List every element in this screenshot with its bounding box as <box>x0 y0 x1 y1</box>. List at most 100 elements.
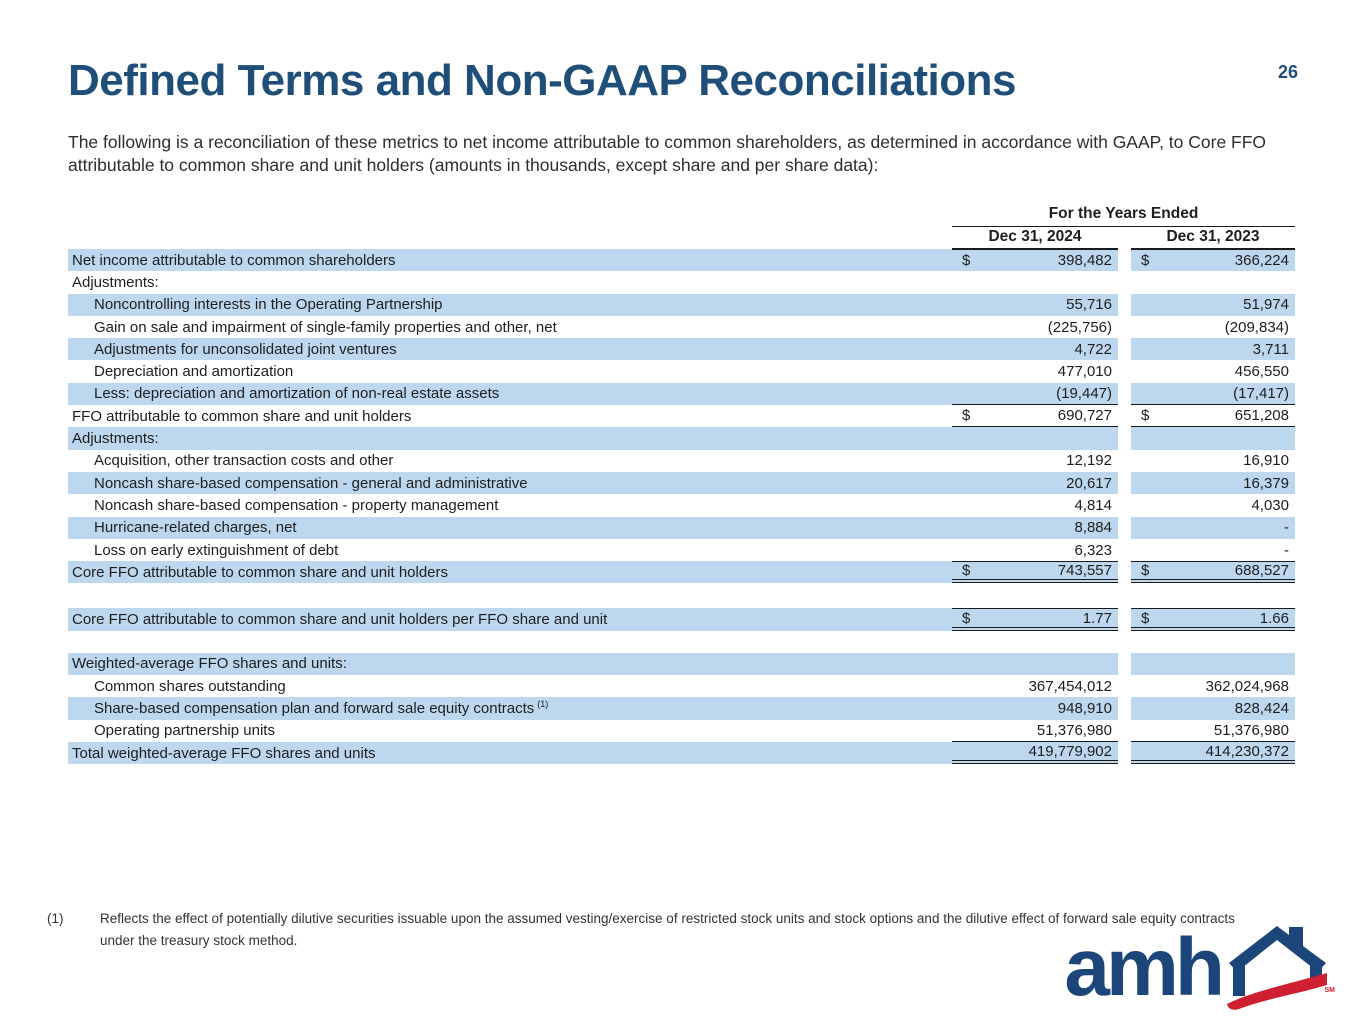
page-number: 26 <box>1278 62 1299 82</box>
column-gap <box>1118 653 1131 675</box>
value-cell-2023: (209,834) <box>1131 316 1295 338</box>
currency-symbol: $ <box>962 609 971 627</box>
value-2024: 51,376,980 <box>1036 721 1112 739</box>
value-2024: 6,323 <box>1074 541 1112 559</box>
value-cell-2024: 55,716 <box>952 293 1118 316</box>
row-label-cell: Adjustments: <box>68 271 952 293</box>
value-cell-2024: 6,323 <box>952 539 1118 561</box>
value-2024: 4,722 <box>1074 340 1112 358</box>
value-cell-2024: 4,722 <box>952 338 1118 361</box>
value-2023: - <box>1284 541 1289 559</box>
value-2023: 16,379 <box>1243 474 1289 492</box>
row-label: Less: depreciation and amortization of n… <box>94 385 500 403</box>
table-row: Hurricane-related charges, net 8,884 - <box>68 516 1295 539</box>
table-row: Noncash share-based compensation - gener… <box>68 471 1295 495</box>
row-label-cell: Core FFO attributable to common share an… <box>68 561 952 584</box>
value-cell-2024 <box>952 271 1118 293</box>
row-label-cell: Adjustments for unconsolidated joint ven… <box>68 338 952 361</box>
intro-paragraph: The following is a reconciliation of the… <box>68 132 1267 176</box>
value-2024: 55,716 <box>1066 296 1112 314</box>
value-cell-2023: $1.66 <box>1131 608 1295 631</box>
value-2023: 16,910 <box>1243 452 1289 470</box>
footnote-marker: (1) <box>47 911 64 926</box>
value-2023: 51,376,980 <box>1213 721 1289 739</box>
row-label: Noncontrolling interests in the Operatin… <box>94 296 443 314</box>
value-cell-2023: $688,527 <box>1131 561 1295 584</box>
value-cell-2024: 12,192 <box>952 450 1118 472</box>
value-2023: 1.66 <box>1259 609 1289 627</box>
row-label: FFO attributable to common share and uni… <box>72 407 412 425</box>
value-cell-2024 <box>952 652 1118 676</box>
column-header-2024: Dec 31, 2024 <box>952 227 1118 249</box>
row-label: Noncash share-based compensation - prope… <box>94 496 499 514</box>
value-2024: 419,779,902 <box>1028 742 1112 760</box>
value-2023: 3,711 <box>1252 340 1289 358</box>
value-cell-2023: 4,030 <box>1131 494 1295 516</box>
table-row: Weighted-average FFO shares and units: <box>68 652 1295 676</box>
row-label-cell: Noncontrolling interests in the Operatin… <box>68 293 952 316</box>
currency-symbol: $ <box>962 407 971 425</box>
column-gap <box>1118 227 1131 249</box>
column-gap <box>1118 383 1131 405</box>
value-2023: (17,417) <box>1233 384 1289 402</box>
table-row: Common shares outstanding 367,454,012 36… <box>68 675 1295 697</box>
value-2024: (225,756) <box>1047 318 1112 336</box>
value-2023: 651,208 <box>1234 407 1289 425</box>
row-label-cell: Noncash share-based compensation - prope… <box>68 494 952 516</box>
table-row: Noncontrolling interests in the Operatin… <box>68 293 1295 316</box>
column-header-2023: Dec 31, 2023 <box>1131 227 1295 249</box>
column-gap <box>1118 697 1131 719</box>
table-row: Gain on sale and impairment of single-fa… <box>68 316 1295 338</box>
amh-wordmark: amh <box>1064 922 1225 1014</box>
value-2023: 51,974 <box>1243 296 1289 314</box>
row-label: Noncash share-based compensation - gener… <box>94 474 528 492</box>
column-gap <box>1118 675 1131 697</box>
table-row: Core FFO attributable to common share an… <box>68 608 1295 631</box>
value-2024: 477,010 <box>1057 363 1112 381</box>
column-gap <box>1118 472 1131 494</box>
value-2023: 366,224 <box>1234 252 1289 270</box>
column-gap <box>1118 294 1131 316</box>
value-cell-2024: $743,557 <box>952 561 1118 584</box>
value-cell-2024: 8,884 <box>952 516 1118 539</box>
row-label-cell: Gain on sale and impairment of single-fa… <box>68 316 952 338</box>
value-2023: - <box>1284 519 1289 537</box>
row-label-cell: Common shares outstanding <box>68 675 952 697</box>
currency-symbol: $ <box>1141 407 1150 425</box>
table-row: Depreciation and amortization 477,010 45… <box>68 360 1295 382</box>
table-row: Noncash share-based compensation - prope… <box>68 494 1295 516</box>
footnote: (1) Reflects the effect of potentially d… <box>47 908 1307 951</box>
row-label-cell: FFO attributable to common share and uni… <box>68 405 952 427</box>
house-icon: SM <box>1223 922 1335 1014</box>
column-gap <box>1118 720 1131 742</box>
currency-symbol: $ <box>1141 252 1150 270</box>
column-gap <box>1118 450 1131 472</box>
row-label-cell: Hurricane-related charges, net <box>68 516 952 539</box>
column-gap <box>1118 427 1131 449</box>
page-title: Defined Terms and Non-GAAP Reconciliatio… <box>68 56 1016 105</box>
value-cell-2023: 362,024,968 <box>1131 675 1295 697</box>
table-row: Adjustments: <box>68 427 1295 450</box>
value-cell-2023: 456,550 <box>1131 360 1295 382</box>
row-label: Core FFO attributable to common share an… <box>72 563 449 581</box>
column-gap <box>1118 360 1131 382</box>
column-gap <box>1118 608 1131 630</box>
table-column-header-row: Dec 31, 2024 Dec 31, 2023 <box>68 227 1295 249</box>
amh-logo: amh SM <box>1064 922 1335 1014</box>
table-row: Total weighted-average FFO shares and un… <box>68 741 1295 765</box>
column-gap <box>1118 338 1131 360</box>
row-label-cell: Acquisition, other transaction costs and… <box>68 450 952 472</box>
row-label: Gain on sale and impairment of single-fa… <box>94 318 557 336</box>
column-gap <box>1118 405 1131 427</box>
header-spacer-cell <box>68 227 952 249</box>
value-cell-2023: 51,376,980 <box>1131 720 1295 742</box>
row-label-cell: Weighted-average FFO shares and units: <box>68 652 952 676</box>
row-label-cell: Less: depreciation and amortization of n… <box>68 382 952 406</box>
value-2024: 20,617 <box>1066 474 1112 492</box>
row-label: Adjustments: <box>72 273 159 291</box>
currency-symbol: $ <box>1141 562 1150 580</box>
column-gap <box>1118 494 1131 516</box>
row-label: Adjustments for unconsolidated joint ven… <box>94 340 397 358</box>
value-cell-2023: 16,379 <box>1131 471 1295 495</box>
value-2024: (19,447) <box>1056 384 1112 402</box>
